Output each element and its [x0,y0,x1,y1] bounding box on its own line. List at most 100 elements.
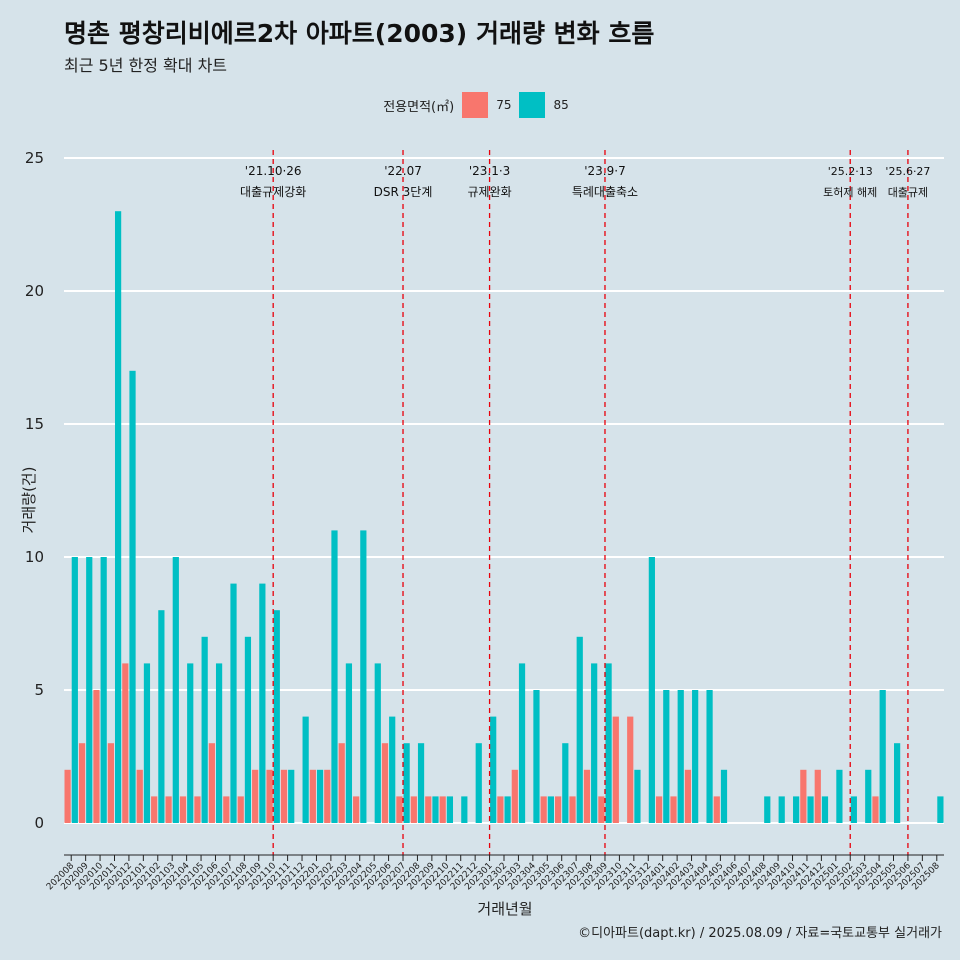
y-axis-title: 거래량(건) [20,467,38,534]
legend-label-85: 85 [553,98,569,112]
bar-85-202102 [158,610,165,823]
bar-85-202012 [129,370,136,823]
bar-75-202207 [396,796,403,823]
legend-swatch-75 [462,92,489,118]
bar-85-202207 [403,743,410,823]
bar-75-202102 [151,796,158,823]
bar-75-202108 [237,796,244,823]
bar-85-202405 [720,769,728,823]
x-axis: 2020082020092020102020112020122021012021… [45,854,944,892]
bar-85-202312 [648,557,655,823]
bar-85-202202 [331,530,338,823]
bar-85-202307 [576,636,583,823]
bar-85-202409 [778,796,785,823]
y-tick-label: 5 [34,681,44,699]
bar-75-202307 [569,796,576,823]
bar-75-202306 [554,796,562,823]
event-date-label: '25.2·13 [828,165,873,178]
legend: 전용면적(㎡) 75 85 [0,92,960,118]
bar-85-202401 [663,690,670,823]
event-date-label: '21.10·26 [245,164,302,178]
legend-title: 전용면적(㎡) [383,99,455,115]
bar-75-202208 [410,796,417,823]
x-axis-title: 거래년월 [477,900,532,918]
bar-85-202211 [461,796,468,823]
bar-75-202504 [872,796,879,823]
gridlines [64,157,944,824]
bar-85-202103 [172,557,179,823]
bar-75-202206 [381,743,389,823]
bar-85-202111 [288,769,295,823]
event-date-label: '23.9·7 [584,164,625,178]
bar-85-202101 [143,663,151,823]
legend-label-75: 75 [496,98,512,112]
bar-85-202201 [316,769,324,823]
chart-subtitle: 최근 5년 한정 확대 차트 [64,56,228,75]
bar-75-202012 [122,663,129,823]
bar-85-202311 [634,769,641,823]
bar-75-202305 [540,796,547,823]
bar-85-202303 [518,663,526,823]
event-label: 대출규제강화 [240,185,306,199]
bar-85-202410 [793,796,800,823]
bar-75-202009 [78,743,86,823]
bar-85-202504 [879,690,886,823]
bar-75-202203 [338,743,345,823]
source-caption: ©디아파트(dapt.kr) / 2025.08.09 / 자료=국토교통부 실… [578,926,942,941]
legend-swatch-85 [519,92,546,118]
bar-75-202311 [627,716,634,823]
legend-item-85: 85 [519,92,569,118]
bar-85-202104 [187,663,194,823]
bar-85-202408 [764,796,771,823]
y-tick-label: 25 [25,149,44,167]
bar-75-202210 [439,796,446,823]
bar-85-202105 [201,636,208,823]
bar-85-202501 [836,769,843,823]
bar-75-202202 [324,769,331,823]
bar-75-202303 [511,769,518,823]
bar-75-202106 [208,743,215,823]
event-date-label: '25.6·27 [885,165,930,178]
bar-75-202008 [64,769,71,823]
bar-85-202308 [591,663,598,823]
bar-85-202403 [692,690,699,823]
bars [64,211,944,823]
bar-85-202209 [432,796,439,823]
bar-85-202411 [807,796,814,823]
bar-85-202010 [100,557,107,823]
bar-75-202110 [266,769,273,823]
event-date-label: '22.07 [384,164,422,178]
bar-75-202302 [497,796,504,823]
bar-75-202111 [280,769,288,823]
bar-85-202502 [850,796,857,823]
bar-85-202212 [475,743,482,823]
legend-item-75: 75 [462,92,511,118]
bar-75-202107 [223,796,230,823]
y-tick-label: 0 [34,814,44,832]
bar-75-202201 [309,769,316,823]
bar-75-202109 [252,769,259,823]
chart-title: 명촌 평창리비에르2차 아파트(2003) 거래량 변화 흐름 [64,19,655,48]
bar-85-202503 [865,769,872,823]
bar-75-202105 [194,796,201,823]
bar-75-202310 [612,716,619,823]
event-date-label: '23.1·3 [469,164,510,178]
bar-75-202402 [670,796,677,823]
bar-75-202101 [136,769,143,823]
bar-85-202301 [490,716,497,823]
bar-85-202404 [706,690,713,823]
bar-85-202109 [259,583,266,823]
bar-75-202309 [598,796,605,823]
bar-85-202203 [345,663,353,823]
bar-85-202302 [504,796,511,823]
bar-75-202204 [353,796,360,823]
bar-85-202306 [562,743,569,823]
bar-75-202011 [107,743,114,823]
bar-85-202107 [230,583,237,823]
bar-85-202412 [821,796,829,823]
bar-85-202208 [417,743,425,823]
event-label: 토허제 해제 [823,185,877,199]
y-tick-label: 15 [25,415,44,433]
bar-85-202304 [533,690,540,823]
bar-75-202104 [179,796,187,823]
